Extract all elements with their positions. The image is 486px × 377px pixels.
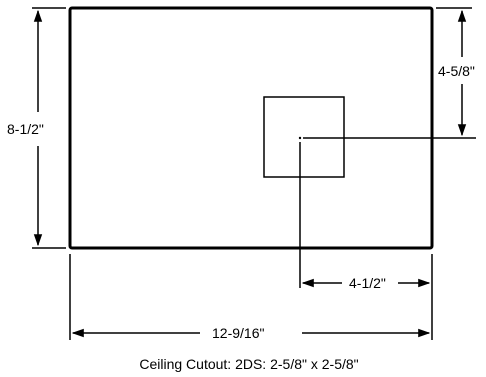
height-dimension-label: 8-1/2"	[7, 121, 44, 137]
cutout-center-point	[298, 136, 302, 140]
ceiling-panel-outline	[68, 6, 434, 250]
cutout-square	[263, 96, 345, 178]
width-dimension-label: 12-9/16"	[212, 325, 264, 341]
offset-x-dimension-label: 4-1/2"	[349, 275, 386, 291]
offset-y-dimension-label: 4-5/8"	[438, 63, 475, 79]
cutout-caption: Ceiling Cutout: 2DS: 2-5/8" x 2-5/8"	[139, 356, 358, 372]
